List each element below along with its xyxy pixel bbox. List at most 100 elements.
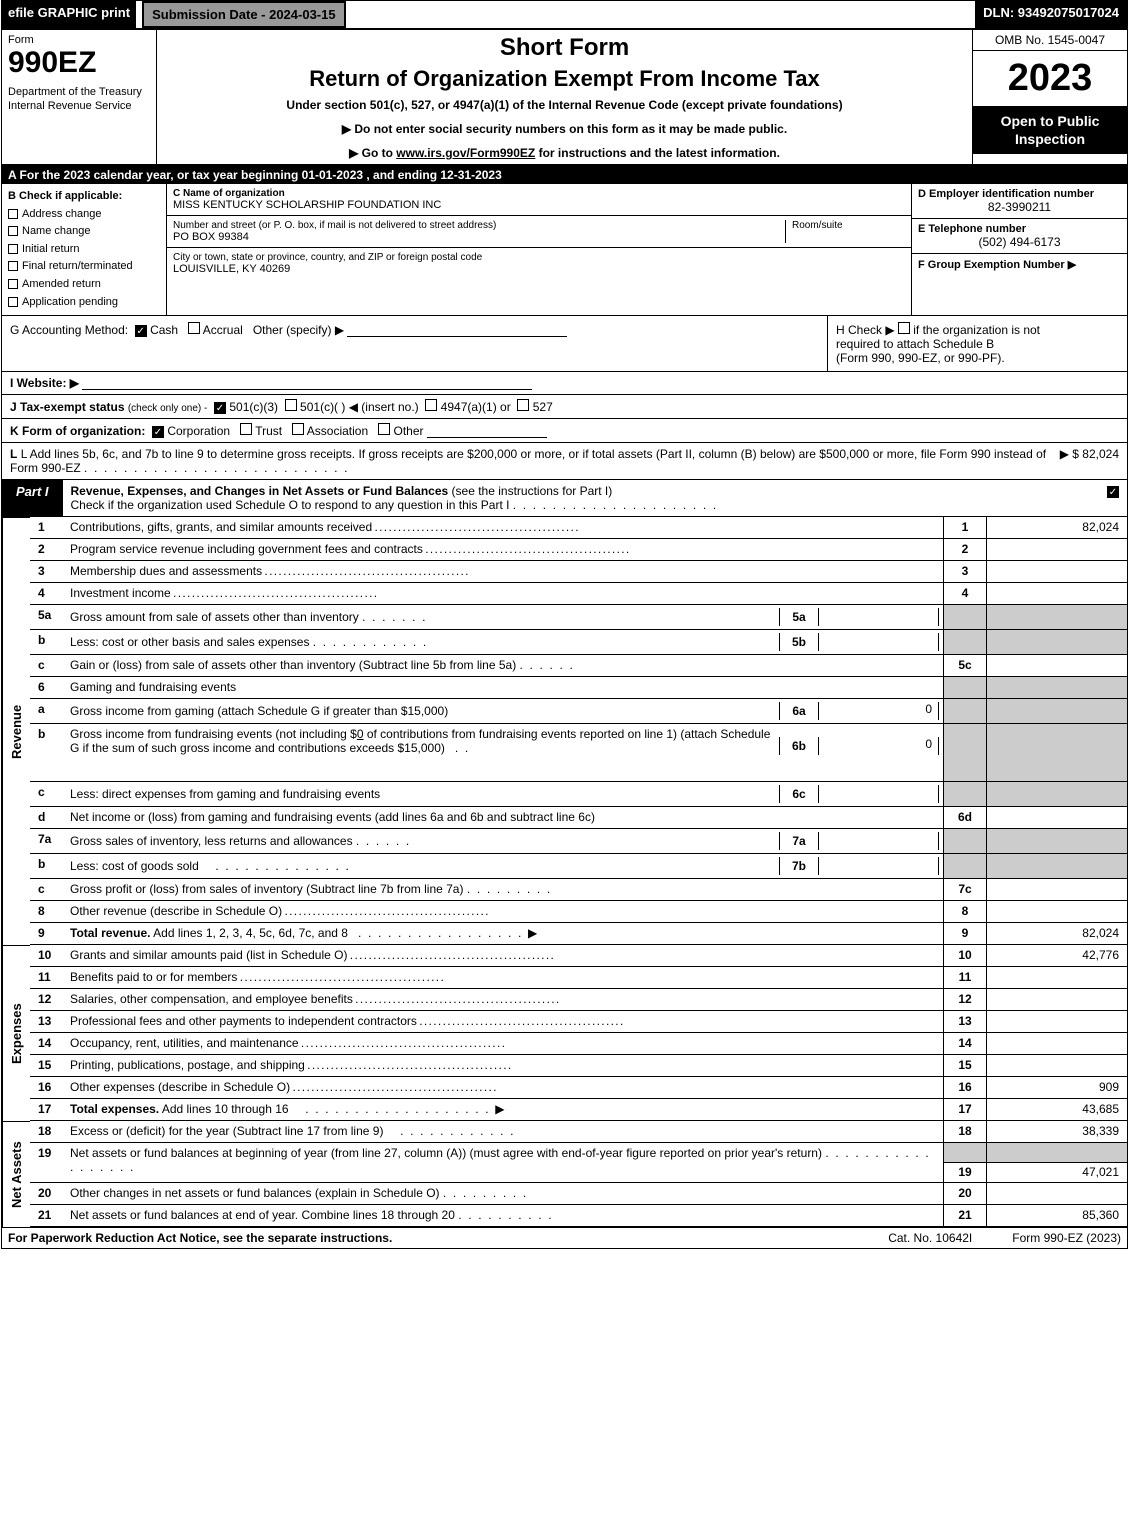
l15-desc: Printing, publications, postage, and shi… [66, 1055, 943, 1077]
l19-ref: 19 [943, 1143, 987, 1183]
tel-value: (502) 494-6173 [918, 235, 1121, 249]
l6-ref [943, 677, 987, 699]
cat-no: Cat. No. 10642I [888, 1231, 972, 1245]
l17-num: 17 [30, 1099, 66, 1121]
l2-desc: Program service revenue including govern… [66, 539, 943, 561]
l4-ref: 4 [943, 583, 987, 605]
f-label: F Group Exemption Number ▶ [918, 259, 1076, 271]
chk-schedule-o[interactable]: ✓ [1107, 486, 1119, 498]
l7a-num: 7a [30, 829, 66, 854]
chk-cash[interactable]: ✓ [135, 325, 147, 337]
l7b-num: b [30, 854, 66, 879]
irs-link[interactable]: www.irs.gov/Form990EZ [396, 146, 535, 160]
chk-name-change[interactable]: Name change [8, 223, 160, 241]
form-number: 990EZ [8, 46, 150, 80]
col-b: B Check if applicable: Address change Na… [2, 184, 167, 315]
l17-val: 43,685 [987, 1099, 1127, 1121]
street-value: PO BOX 99384 [173, 231, 785, 243]
form-label: Form [8, 34, 150, 46]
l6b-ref [943, 724, 987, 782]
chk-527[interactable] [517, 399, 529, 411]
chk-application-pending[interactable]: Application pending [8, 294, 160, 312]
part-i-header: Part I Revenue, Expenses, and Changes in… [2, 480, 1127, 517]
l5c-num: c [30, 655, 66, 677]
chk-501c3[interactable]: ✓ [214, 402, 226, 414]
chk-trust[interactable] [240, 423, 252, 435]
l6-num: 6 [30, 677, 66, 699]
l20-num: 20 [30, 1183, 66, 1205]
block-b-through-f: B Check if applicable: Address change Na… [2, 184, 1127, 316]
chk-4947[interactable] [425, 399, 437, 411]
other-specify-blank[interactable] [347, 323, 567, 337]
ein-value: 82-3990211 [918, 200, 1121, 214]
row-l: L L Add lines 5b, 6c, and 7b to line 9 t… [2, 443, 1127, 480]
l2-val [987, 539, 1127, 561]
l7b-ref [943, 854, 987, 879]
instr-post: for instructions and the latest informat… [535, 146, 780, 160]
ein-cell: D Employer identification number 82-3990… [912, 184, 1127, 219]
l7c-ref: 7c [943, 879, 987, 901]
l13-val [987, 1011, 1127, 1033]
l4-num: 4 [30, 583, 66, 605]
l3-num: 3 [30, 561, 66, 583]
l8-ref: 8 [943, 901, 987, 923]
page-footer: For Paperwork Reduction Act Notice, see … [2, 1227, 1127, 1248]
l1-desc: Contributions, gifts, grants, and simila… [66, 517, 943, 539]
l7b-val [987, 854, 1127, 879]
l11-val [987, 967, 1127, 989]
chk-corporation[interactable]: ✓ [152, 426, 164, 438]
e-label: E Telephone number [918, 223, 1026, 235]
l16-ref: 16 [943, 1077, 987, 1099]
chk-initial-return[interactable]: Initial return [8, 241, 160, 259]
short-form-title: Short Form [167, 34, 962, 62]
top-bar: efile GRAPHIC print Submission Date - 20… [2, 1, 1127, 30]
chk-association[interactable] [292, 423, 304, 435]
instr-link: ▶ Go to www.irs.gov/Form990EZ for instru… [167, 146, 962, 160]
l3-desc: Membership dues and assessments [66, 561, 943, 583]
subtitle: Under section 501(c), 527, or 4947(a)(1)… [167, 98, 962, 112]
d-label: D Employer identification number [918, 188, 1094, 200]
l21-num: 21 [30, 1205, 66, 1227]
l5c-val [987, 655, 1127, 677]
part-i-checkbox-wrap: ✓ [1099, 480, 1127, 516]
efile-print-label[interactable]: efile GRAPHIC print [2, 1, 136, 28]
org-name-value: MISS KENTUCKY SCHOLARSHIP FOUNDATION INC [173, 199, 905, 211]
l6a-desc: Gross income from gaming (attach Schedul… [66, 699, 943, 724]
l10-num: 10 [30, 945, 66, 967]
chk-final-return[interactable]: Final return/terminated [8, 258, 160, 276]
l1-ref: 1 [943, 517, 987, 539]
l1-num: 1 [30, 517, 66, 539]
website-blank[interactable] [82, 376, 532, 390]
chk-h[interactable] [898, 322, 910, 334]
l6a-val [987, 699, 1127, 724]
l6b-num: b [30, 724, 66, 782]
l-value: 82,024 [1082, 447, 1119, 461]
instr-pre: ▶ Go to [349, 146, 396, 160]
omb-number: OMB No. 1545-0047 [973, 30, 1127, 51]
chk-accrual[interactable] [188, 322, 200, 334]
l1-val: 82,024 [987, 517, 1127, 539]
l6c-val [987, 782, 1127, 807]
l8-num: 8 [30, 901, 66, 923]
l5a-val [987, 605, 1127, 630]
chk-address-change[interactable]: Address change [8, 206, 160, 224]
city-cell: City or town, state or province, country… [167, 248, 911, 279]
street-label: Number and street (or P. O. box, if mail… [173, 220, 785, 231]
l16-val: 909 [987, 1077, 1127, 1099]
l6c-desc: Less: direct expenses from gaming and fu… [66, 782, 943, 807]
l18-desc: Excess or (deficit) for the year (Subtra… [66, 1121, 943, 1143]
chk-amended-return[interactable]: Amended return [8, 276, 160, 294]
l14-val [987, 1033, 1127, 1055]
chk-501c[interactable] [285, 399, 297, 411]
l6a-num: a [30, 699, 66, 724]
part-i-table: Revenue 1 Contributions, gifts, grants, … [2, 517, 1127, 1227]
l5b-num: b [30, 630, 66, 655]
l21-ref: 21 [943, 1205, 987, 1227]
l6b-desc: Gross income from fundraising events (no… [66, 724, 943, 782]
b-header: B Check if applicable: [8, 188, 160, 206]
l6-desc: Gaming and fundraising events [66, 677, 943, 699]
row-g: G Accounting Method: ✓ Cash Accrual Othe… [2, 316, 827, 371]
form-ref: Form 990-EZ (2023) [1012, 1231, 1121, 1245]
chk-other-org[interactable] [378, 423, 390, 435]
other-org-blank[interactable] [427, 424, 547, 438]
